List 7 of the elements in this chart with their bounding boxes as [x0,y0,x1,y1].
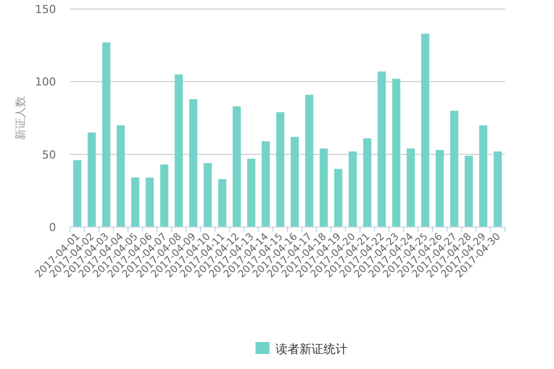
y-tick-label: 100 [35,76,56,89]
y-tick-label: 0 [49,221,56,234]
legend-label: 读者新证统计 [276,342,348,356]
y-axis-title: 新证人数 [14,96,27,140]
y-tick-label: 50 [42,148,56,162]
y-tick-label: 150 [35,3,56,16]
legend: 读者新证统计 [256,342,348,356]
